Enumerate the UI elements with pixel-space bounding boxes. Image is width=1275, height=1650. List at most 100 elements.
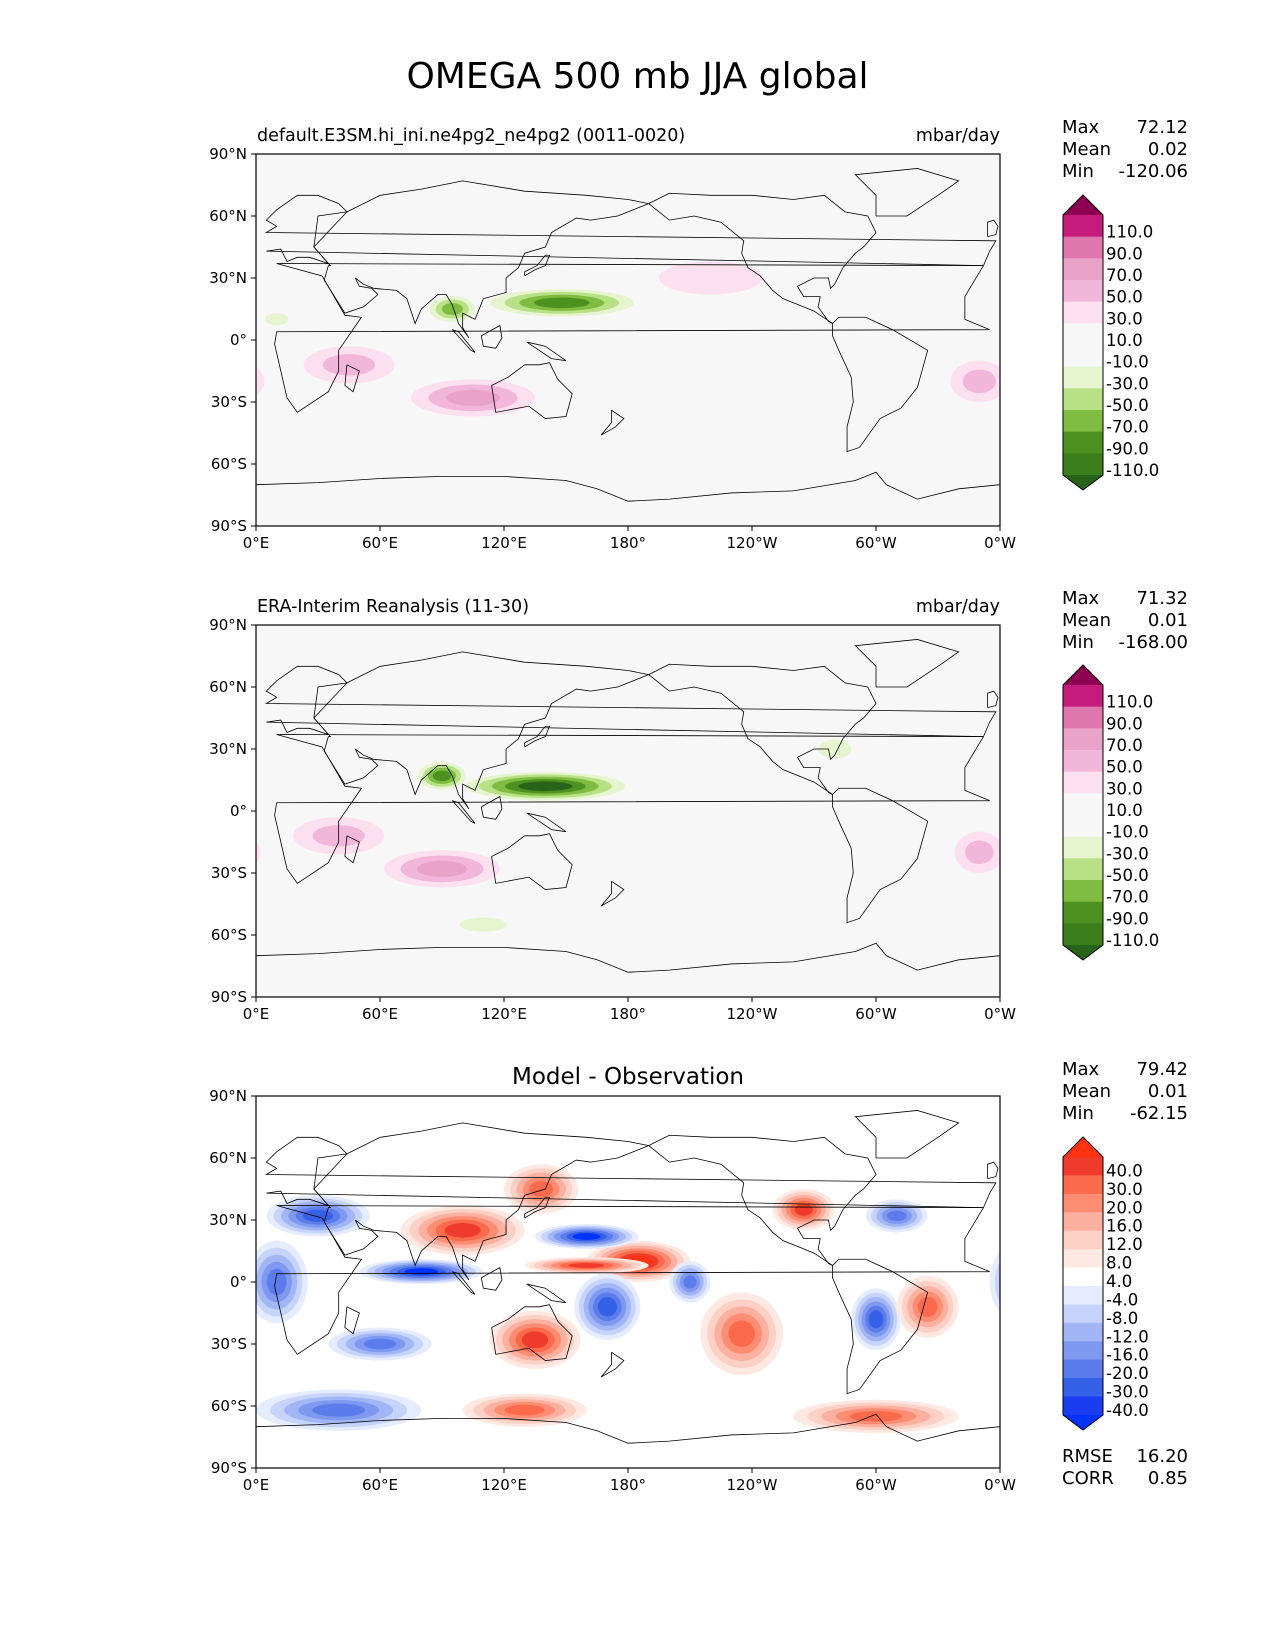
colorbar-tick-label: 4.0	[1106, 1272, 1132, 1291]
colorbar-tick-label: 90.0	[1106, 244, 1143, 263]
stat-label: CORR	[1062, 1468, 1114, 1489]
colorbar-tick-label: -40.0	[1106, 1401, 1149, 1420]
panel-units: mbar/day	[916, 597, 1000, 617]
coastline-13	[987, 219, 999, 238]
contour-africa-negative-wrap	[1000, 1255, 1041, 1310]
stat-label: Min	[1062, 161, 1094, 182]
y-tick-label: 0°	[230, 802, 247, 820]
map-panel-1: 0°E 60°E 120°E 180° 120°W 60°W 0°W 90°N 60°N 30°N…	[209, 117, 1188, 552]
coastline-8	[600, 1351, 625, 1378]
colorbar-tick-label: -12.0	[1106, 1327, 1149, 1346]
x-tick-label: 60°W	[855, 534, 897, 552]
coastline-10	[832, 787, 929, 924]
stat-label: Mean	[1062, 1081, 1111, 1102]
x-tick-label: 60°W	[855, 1476, 897, 1494]
colorbar-extend-max	[1063, 195, 1103, 215]
field-contours	[256, 707, 1000, 940]
contour-north-pacific-subtropic	[659, 261, 763, 295]
x-tick-label: 60°E	[362, 1476, 398, 1494]
colorbar-segment	[1063, 1193, 1103, 1213]
y-tick-label: 30°S	[211, 864, 247, 882]
colorbar-segment	[1063, 685, 1103, 708]
colorbar-tick-label: 50.0	[1106, 758, 1143, 777]
contour-indian-ocean-negative	[404, 1268, 439, 1276]
x-tick-label: 180°	[610, 1005, 646, 1023]
coastline-4	[480, 1266, 503, 1291]
colorbar-tick-label: 90.0	[1106, 714, 1143, 733]
coastline-9	[648, 1134, 877, 1266]
colorbar-segment	[1063, 215, 1103, 238]
colorbar-tick-label: 30.0	[1106, 779, 1143, 798]
colorbar-segment	[1063, 1230, 1103, 1250]
colorbar-segment	[1063, 1286, 1103, 1305]
y-tick-label: 60°S	[211, 1397, 247, 1415]
contour-bay-of-bengal	[441, 303, 463, 315]
coastline-13	[987, 690, 999, 709]
contour-southern-ocean-atlantic-wrap	[256, 914, 271, 936]
coastline-10	[832, 1258, 929, 1395]
coastline-1	[264, 1136, 997, 1208]
colorbar-tick-label: 30.0	[1106, 309, 1143, 328]
colorbar-tick-label: 40.0	[1106, 1161, 1143, 1180]
coastline-7	[491, 833, 573, 890]
stat-value: -168.00	[1119, 632, 1188, 653]
coastline-12	[256, 1413, 1000, 1444]
contour-south-pacific-negative	[597, 1297, 617, 1317]
field-contours	[256, 1164, 1041, 1433]
coastline-14	[344, 1306, 360, 1335]
contour-bay-of-bengal	[432, 770, 452, 782]
colorbar-segment	[1063, 771, 1103, 794]
colorbar-tick-label: -110.0	[1106, 931, 1159, 950]
colorbar-segment	[1063, 793, 1103, 816]
x-tick-label: 180°	[610, 1476, 646, 1494]
colorbar-tick-label: -30.0	[1106, 844, 1149, 863]
contour-africa-negative	[266, 1268, 287, 1296]
y-tick-label: 90°S	[211, 517, 247, 535]
colorbar: 40.030.020.016.012.08.04.0-4.0-8.0-12.0-…	[1062, 1136, 1149, 1431]
coastline-7	[491, 1304, 573, 1361]
coastline-12	[256, 942, 1000, 973]
y-tick-label: 90°N	[209, 145, 247, 163]
colorbar-tick-label: -10.0	[1106, 823, 1149, 842]
coastline-2	[313, 1122, 651, 1281]
colorbar-tick-label: -90.0	[1106, 909, 1149, 928]
contour-southern-indian-negative	[363, 1338, 397, 1350]
contour-australia-positive	[521, 1331, 549, 1349]
coastline-0	[274, 263, 990, 413]
colorbar-tick-label: 70.0	[1106, 736, 1143, 755]
colorbar-segment	[1063, 901, 1103, 924]
stat-value: 0.85	[1148, 1468, 1188, 1489]
y-tick-label: 60°S	[211, 926, 247, 944]
contour-africa-negative-wrap	[1011, 1269, 1031, 1295]
coastline-3	[524, 1196, 551, 1219]
map-panel-2: 0°E 60°E 120°E 180° 120°W 60°W 0°W 90°N 60°N 30°N…	[209, 588, 1188, 1023]
map-background	[256, 154, 1000, 526]
colorbar-segment	[1063, 1322, 1103, 1342]
contour-central-america	[803, 286, 845, 312]
contour-south-indian-ocean	[446, 389, 500, 406]
colorbar-tick-label: 50.0	[1106, 288, 1143, 307]
x-tick-label: 120°W	[727, 1005, 778, 1023]
colorbar-segment	[1063, 750, 1103, 773]
colorbar: 110.0 90.0 70.0 50.0 30.0 10.0 -10.0 -30.0 -50.0…	[1062, 194, 1159, 491]
coastline-8	[600, 409, 625, 436]
colorbar-segment	[1063, 1378, 1103, 1398]
coastline-5	[452, 1271, 476, 1295]
coastline-2	[313, 180, 651, 339]
colorbar-outline	[1062, 664, 1104, 961]
coastline-5	[452, 800, 476, 824]
colorbar-tick-label: 110.0	[1106, 693, 1153, 712]
colorbar: 110.0 90.0 70.0 50.0 30.0 10.0 -10.0 -30.0 -50.0…	[1062, 664, 1159, 961]
stat-value: 71.32	[1136, 588, 1188, 609]
y-tick-label: 30°S	[211, 1335, 247, 1353]
coastline-9	[648, 663, 877, 795]
coastline-3	[524, 254, 551, 277]
colorbar-segment	[1063, 258, 1103, 281]
coastline-0	[274, 1205, 990, 1355]
coastline-11	[854, 1110, 960, 1159]
colorbar-segment	[1063, 431, 1103, 454]
figure-title: OMEGA 500 mb JJA global	[406, 56, 869, 97]
contour-north-atlantic	[851, 707, 901, 749]
coastline-3	[524, 725, 551, 748]
stat-value: 0.01	[1148, 610, 1188, 631]
